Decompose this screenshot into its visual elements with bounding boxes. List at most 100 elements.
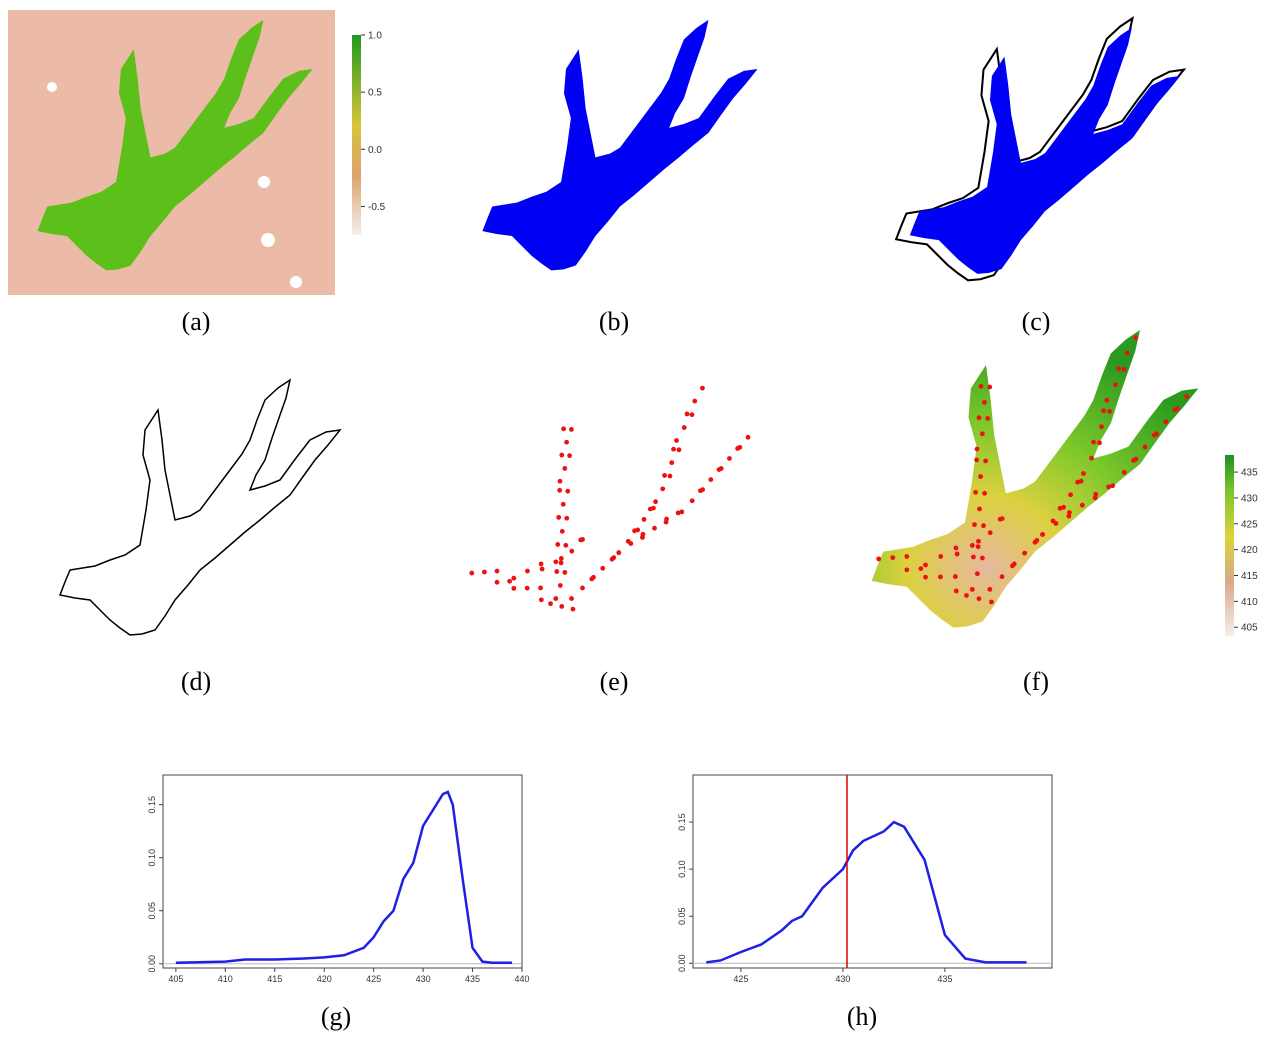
sample-point — [964, 593, 969, 598]
sample-point — [1184, 394, 1189, 399]
panel-label: (c) — [1022, 307, 1051, 336]
sample-point — [562, 466, 568, 471]
sample-point — [676, 447, 682, 453]
colorbar-tick-label: -0.5 — [368, 202, 386, 213]
sample-point — [563, 542, 569, 548]
sample-point — [669, 460, 675, 466]
sample-point — [974, 571, 980, 577]
sample-point — [561, 426, 566, 432]
x-tick-label: 405 — [168, 974, 183, 984]
sample-point — [557, 478, 563, 484]
sample-point — [684, 411, 690, 417]
sample-point — [1116, 366, 1121, 371]
sample-point — [976, 596, 982, 602]
sample-point — [997, 516, 1003, 522]
sample-point — [978, 383, 984, 389]
sample-point — [632, 528, 637, 534]
sample-point — [662, 473, 667, 478]
density-line — [706, 820, 1027, 964]
sample-point — [1110, 483, 1116, 489]
x-tick-label: 440 — [514, 974, 529, 984]
sample-point — [567, 453, 572, 459]
panel-label: (e) — [600, 667, 629, 696]
cloud-patch — [258, 176, 270, 188]
sample-point — [647, 506, 653, 512]
sample-point — [580, 585, 585, 591]
sample-point — [548, 601, 553, 607]
sample-point — [667, 473, 673, 479]
sample-point — [681, 425, 687, 430]
sample-point — [539, 566, 545, 572]
colorbar-tick-label: 415 — [1241, 571, 1258, 582]
sample-point — [589, 576, 595, 582]
plot-frame — [162, 774, 523, 969]
sample-point — [1121, 469, 1127, 475]
sample-point — [976, 538, 981, 544]
sample-points — [876, 335, 1189, 605]
sample-point — [876, 556, 882, 562]
colorbar-ticks: 405 410 415 420 425 430 435 — [1234, 468, 1258, 634]
sample-point — [976, 415, 982, 421]
sample-point — [989, 599, 994, 605]
sample-point — [1172, 407, 1178, 413]
y-tick-label: 0.00 — [677, 955, 687, 973]
sample-point — [1081, 471, 1086, 476]
sample-point — [971, 554, 976, 560]
sample-point — [538, 561, 544, 567]
x-tick-label: 435 — [937, 974, 952, 984]
panel-labels: (a) (b) (c) (d) (e) (f) (g) (h) — [181, 307, 1051, 1031]
sample-point — [641, 517, 647, 522]
y-tick-label: 0.15 — [677, 813, 687, 831]
sample-point — [918, 566, 924, 572]
x-tick-label: 435 — [465, 974, 480, 984]
sample-point — [982, 490, 987, 496]
colorbar-tick-label: 420 — [1241, 545, 1258, 556]
sample-point — [981, 399, 987, 405]
density-charts: 405 410 415 420 425 430 435 440 0.00 0.05 0.10 0.15… — [147, 774, 1053, 984]
plot-frame — [692, 774, 1053, 969]
sample-point — [1104, 397, 1110, 403]
sample-point — [1131, 457, 1136, 463]
sample-point — [1089, 455, 1094, 461]
sample-point — [671, 446, 676, 452]
sample-point — [628, 541, 634, 546]
sample-point — [609, 556, 615, 562]
sample-point — [727, 456, 732, 461]
sample-point — [972, 522, 977, 528]
sample-point — [554, 569, 560, 574]
sample-point — [653, 499, 658, 505]
sample-point — [969, 543, 975, 548]
sample-point — [1057, 505, 1063, 511]
cloud-patch — [261, 233, 275, 247]
sample-point — [1099, 424, 1104, 430]
sample-point — [1113, 382, 1118, 388]
sample-point — [1040, 532, 1045, 537]
sample-point — [564, 515, 570, 521]
sample-point — [969, 586, 975, 592]
sample-point — [1142, 444, 1148, 450]
colorbar — [1225, 455, 1234, 636]
sample-point — [558, 560, 564, 566]
lake-outline — [895, 17, 1185, 282]
sample-point — [557, 487, 563, 493]
sample-point — [1066, 513, 1072, 519]
sample-point — [482, 569, 487, 575]
sample-point — [953, 588, 959, 594]
sample-point — [1106, 484, 1112, 490]
sample-point — [1022, 550, 1028, 556]
x-tick-label: 425 — [733, 974, 748, 984]
panel-label: (g) — [321, 1002, 351, 1031]
sample-point — [692, 398, 698, 404]
sample-point — [538, 585, 543, 591]
x-tick-label: 415 — [267, 974, 282, 984]
sample-point — [553, 596, 559, 601]
sample-point — [1010, 563, 1015, 569]
sample-point — [1032, 539, 1038, 545]
sample-point — [1151, 432, 1157, 438]
sample-point — [556, 514, 562, 520]
x-tick-label: 410 — [218, 974, 233, 984]
sample-point — [1092, 495, 1098, 501]
panel-label: (f) — [1023, 667, 1049, 696]
sample-point — [557, 583, 563, 588]
